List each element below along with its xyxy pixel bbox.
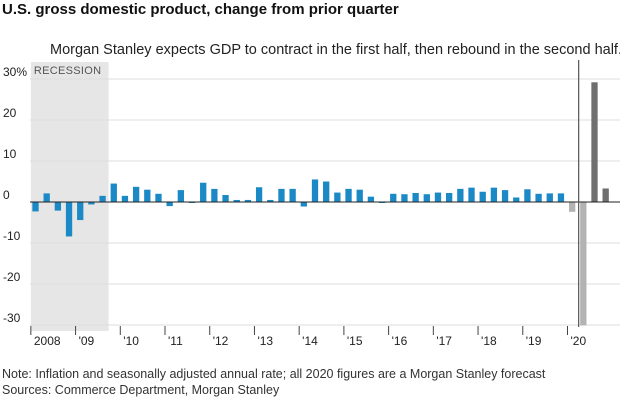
- x-tick-label: '16: [392, 334, 408, 348]
- bar: [121, 195, 129, 202]
- x-tick-label: '15: [347, 334, 363, 348]
- bar: [580, 202, 587, 326]
- bar: [423, 194, 430, 202]
- bar: [501, 190, 509, 202]
- x-axis: 2008 '09 '10 '11 '12 '13 '14 '15 '16 '17 '18 '19 '20: [30, 326, 586, 348]
- bar: [155, 193, 162, 202]
- grid-layer: [30, 78, 620, 326]
- bar: [334, 192, 341, 202]
- gdp-bar-chart: RECESSION Morgan Stanley expects GDP to …: [3, 42, 620, 348]
- x-tick-label: '20: [570, 334, 586, 348]
- y-tick-label: -20: [3, 270, 21, 284]
- x-tick-label: '13: [257, 334, 273, 348]
- bar: [233, 199, 240, 202]
- recession-label: RECESSION: [34, 65, 102, 77]
- x-tick-label: '10: [123, 334, 139, 348]
- x-tick-label: '12: [213, 334, 229, 348]
- bar: [345, 188, 352, 202]
- bar: [99, 195, 106, 202]
- chart-sources: Sources: Commerce Department, Morgan Sta…: [2, 383, 280, 397]
- bar: [311, 179, 319, 202]
- bar: [43, 193, 50, 202]
- bar: [166, 202, 173, 207]
- x-tick-label: '14: [302, 334, 318, 348]
- bar: [323, 181, 330, 202]
- bar: [367, 196, 375, 202]
- bar: [524, 189, 531, 202]
- chart-subtitle: Morgan Stanley expects GDP to contract i…: [50, 42, 620, 58]
- bar: [513, 197, 520, 202]
- x-tick-label: '09: [79, 334, 95, 348]
- bar: [401, 194, 408, 202]
- bar: [222, 195, 229, 202]
- bars-layer: [30, 82, 620, 326]
- bar: [300, 202, 307, 207]
- bar: [110, 183, 117, 202]
- bar: [267, 199, 274, 202]
- bar: [244, 199, 252, 202]
- recession-band-layer: RECESSION: [30, 62, 109, 331]
- bar: [591, 82, 598, 202]
- bar: [211, 188, 218, 202]
- bar: [32, 202, 39, 212]
- bar: [177, 190, 184, 202]
- x-tick-label: '18: [481, 334, 497, 348]
- y-tick-label: -30: [3, 311, 21, 325]
- bar: [390, 193, 397, 202]
- bar: [132, 186, 140, 202]
- bar: [457, 188, 464, 202]
- y-tick-label: 30%: [3, 65, 27, 79]
- bar: [602, 188, 609, 202]
- bar: [356, 189, 363, 202]
- bar: [557, 193, 565, 202]
- y-tick-label: 20: [3, 106, 17, 120]
- bar: [88, 202, 95, 205]
- x-tick-label: 2008: [34, 334, 61, 348]
- bar: [65, 202, 73, 237]
- bar: [77, 202, 84, 221]
- y-tick-label: -10: [3, 229, 21, 243]
- recession-band: [30, 62, 109, 331]
- bar: [412, 192, 419, 202]
- x-tick-label: '11: [168, 334, 183, 348]
- y-axis: 30% 20 10 0 -10 -20 -30: [3, 65, 27, 325]
- bar: [568, 202, 576, 212]
- y-tick-label: 0: [3, 188, 10, 202]
- bar: [546, 193, 553, 202]
- bar: [446, 192, 453, 202]
- chart-title: U.S. gross domestic product, change from…: [2, 1, 399, 18]
- chart-note: Note: Inflation and seasonally adjusted …: [2, 367, 546, 381]
- bar: [479, 191, 486, 202]
- bar: [535, 193, 542, 202]
- bar: [255, 187, 263, 202]
- x-tick-label: '19: [526, 334, 542, 348]
- bar: [490, 187, 498, 202]
- y-tick-label: 10: [3, 147, 17, 161]
- bar: [54, 202, 62, 211]
- x-tick-label: '17: [436, 334, 452, 348]
- bar: [278, 188, 285, 202]
- bar: [144, 189, 151, 202]
- bar: [200, 182, 207, 202]
- bar: [289, 188, 296, 202]
- bar: [468, 187, 475, 202]
- bar: [434, 192, 442, 202]
